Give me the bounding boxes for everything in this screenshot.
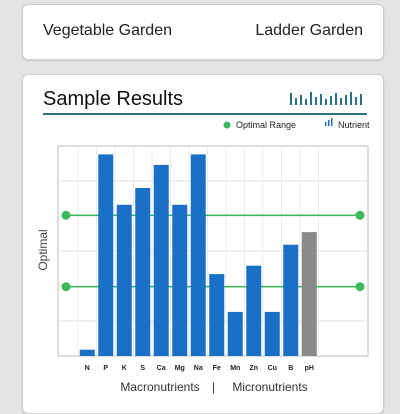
- x-tick-mn: Mn: [230, 365, 240, 372]
- legend-optimal-label: Optimal Range: [236, 120, 296, 130]
- x-tick-fe: Fe: [213, 365, 221, 372]
- legend-nutrient-bar-icon: [325, 118, 333, 126]
- bar-chart-icon: [290, 92, 362, 105]
- legend-nutrient-label: Nutrient: [338, 120, 370, 130]
- bar-n: [79, 349, 95, 356]
- x-tick-k: K: [122, 365, 127, 372]
- x-tick-cu: Cu: [268, 365, 277, 372]
- bar-na: [190, 154, 206, 356]
- bar-mn: [227, 311, 243, 356]
- bar-s: [135, 188, 151, 356]
- bar-b: [283, 244, 299, 356]
- bar-ca: [153, 164, 169, 356]
- x-tick-ca: Ca: [157, 365, 166, 372]
- x-tick-b: B: [288, 365, 293, 372]
- vegetable-garden-button[interactable]: Vegetable Garden: [43, 22, 172, 39]
- x-tick-na: Na: [194, 365, 203, 372]
- y-axis-label: Optimal: [36, 229, 50, 270]
- garden-selector: Vegetable Garden Ladder Garden: [22, 4, 384, 60]
- optimal-marker-right: [355, 210, 365, 220]
- group-label-macronutrients: Macronutrients: [120, 380, 199, 394]
- optimal-marker-left: [61, 210, 71, 220]
- bar-fe: [209, 274, 225, 356]
- bar-cu: [264, 311, 280, 356]
- bar-ph: [301, 232, 317, 356]
- x-tick-s: S: [140, 365, 145, 372]
- x-tick-mg: Mg: [175, 365, 185, 372]
- x-tick-p: P: [103, 365, 108, 372]
- bar-mg: [172, 204, 188, 356]
- group-label-micronutrients: Micronutrients: [232, 380, 307, 394]
- page-title: Sample Results: [43, 88, 184, 110]
- bar-k: [116, 204, 132, 356]
- optimal-marker-left: [61, 282, 71, 292]
- title-divider: [43, 113, 367, 115]
- optimal-marker-right: [355, 282, 365, 292]
- group-divider: |: [212, 380, 215, 394]
- x-tick-ph: pH: [305, 365, 314, 372]
- x-tick-n: N: [85, 365, 90, 372]
- ladder-garden-button[interactable]: Ladder Garden: [255, 22, 363, 39]
- legend-optimal-dot-icon: [223, 121, 231, 129]
- bar-zn: [246, 265, 262, 356]
- bar-p: [98, 154, 114, 356]
- x-tick-zn: Zn: [249, 365, 258, 372]
